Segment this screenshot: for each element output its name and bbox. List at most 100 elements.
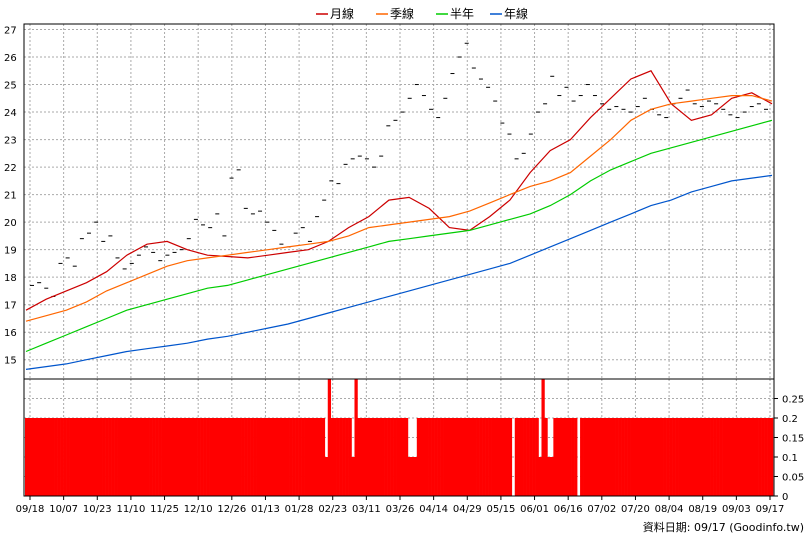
- volume-bar: [286, 418, 290, 496]
- volume-bar: [342, 418, 346, 496]
- volume-bar: [131, 418, 136, 496]
- volume-bar: [419, 418, 424, 496]
- volume-bar: [532, 418, 536, 496]
- volume-bar: [63, 418, 67, 496]
- volume-bar: [686, 418, 691, 496]
- volume-bar: [508, 418, 513, 496]
- volume-bar: [449, 418, 453, 496]
- price-grid: [24, 24, 774, 379]
- volume-bar: [523, 418, 527, 496]
- volume-bar: [502, 418, 507, 496]
- volume-bar: [493, 418, 498, 496]
- volume-bar: [651, 418, 655, 496]
- volume-bar: [482, 418, 486, 496]
- volume-bar: [241, 418, 245, 496]
- volume-bar: [244, 418, 248, 496]
- volume-bar: [125, 418, 130, 496]
- volume-bar: [54, 418, 58, 496]
- volume-bar: [309, 418, 314, 496]
- volume-bar: [746, 418, 750, 496]
- volume-bar: [357, 418, 361, 496]
- volume-bar: [654, 418, 658, 496]
- x-tick-label: 11/25: [150, 504, 179, 515]
- price-y-tick-label: 26: [4, 53, 17, 64]
- data-date-footer: 資料日期: 09/17 (Goodinfo.tw): [643, 520, 804, 534]
- ma-line-月線: [25, 70, 773, 311]
- volume-bar: [363, 418, 367, 496]
- volume-bar: [226, 418, 231, 496]
- volume-bar: [48, 418, 53, 496]
- volume-bar: [618, 418, 622, 496]
- volume-bar: [434, 418, 438, 496]
- volume-bar: [565, 418, 569, 496]
- x-tick-label: 08/04: [655, 504, 684, 515]
- volume-bar: [164, 418, 168, 496]
- volume-bar: [387, 418, 391, 496]
- volume-bar: [315, 418, 320, 496]
- volume-bar: [90, 418, 94, 496]
- volume-bar: [366, 418, 370, 496]
- volume-bar: [108, 418, 112, 496]
- volume-bar: [321, 418, 326, 496]
- volume-bar: [461, 418, 465, 496]
- volume-bar: [416, 418, 421, 496]
- volume-bar: [591, 418, 596, 496]
- ma-line-季線: [25, 94, 773, 322]
- volume-bar: [295, 418, 299, 496]
- volume-bar: [636, 418, 640, 496]
- volume-bar: [149, 418, 153, 496]
- volume-bar: [57, 418, 61, 496]
- x-tick-label: 07/20: [621, 504, 650, 515]
- volume-bar: [660, 418, 664, 496]
- volume-bar: [470, 418, 474, 496]
- x-tick-label: 10/23: [83, 504, 112, 515]
- volume-bar: [678, 418, 682, 496]
- volume-bar: [529, 418, 533, 496]
- volume-bar: [128, 418, 133, 496]
- volume-bar: [761, 418, 765, 496]
- legend-label: 季線: [390, 6, 414, 21]
- legend-label: 月線: [330, 6, 354, 21]
- volume-bar: [588, 418, 593, 496]
- volume-bar: [547, 457, 551, 496]
- volume-bar: [734, 418, 738, 496]
- volume-bar: [45, 418, 50, 496]
- volume-bar: [283, 418, 287, 496]
- volume-bar: [66, 418, 70, 496]
- volume-y-axis: 0 0.05 0.1 0.15 0.2 0.25: [774, 395, 804, 503]
- volume-bar: [81, 418, 85, 496]
- volume-bar: [360, 418, 364, 496]
- volume-bar: [117, 418, 121, 496]
- x-tick-label: 11/10: [116, 504, 145, 515]
- volume-bar: [206, 418, 210, 496]
- volume-bar: [683, 418, 688, 496]
- volume-bar: [645, 418, 649, 496]
- volume-bar: [191, 418, 195, 496]
- volume-bar: [574, 418, 578, 496]
- volume-bars: [25, 379, 774, 496]
- volume-bar: [214, 418, 219, 496]
- volume-bar: [479, 418, 483, 496]
- volume-bar: [458, 418, 462, 496]
- volume-bar: [390, 418, 394, 496]
- volume-bar: [743, 418, 747, 496]
- volume-bar: [304, 418, 308, 496]
- volume-bar: [176, 418, 180, 496]
- volume-bar: [704, 418, 708, 496]
- volume-bar: [639, 418, 643, 496]
- volume-bar: [301, 418, 305, 496]
- volume-bar: [689, 418, 694, 496]
- volume-bar: [701, 418, 706, 496]
- volume-bar: [188, 418, 192, 496]
- price-y-tick-label: 17: [4, 301, 17, 312]
- volume-bar: [719, 418, 723, 496]
- volume-bar: [203, 418, 207, 496]
- volume-y-tick-label: 0.25: [782, 395, 804, 406]
- price-plot-frame: [23, 23, 775, 380]
- volume-bar: [663, 418, 667, 496]
- volume-bar: [437, 418, 441, 496]
- legend-label: 半年: [450, 7, 474, 21]
- volume-bar: [170, 418, 174, 496]
- volume-bar: [256, 418, 260, 496]
